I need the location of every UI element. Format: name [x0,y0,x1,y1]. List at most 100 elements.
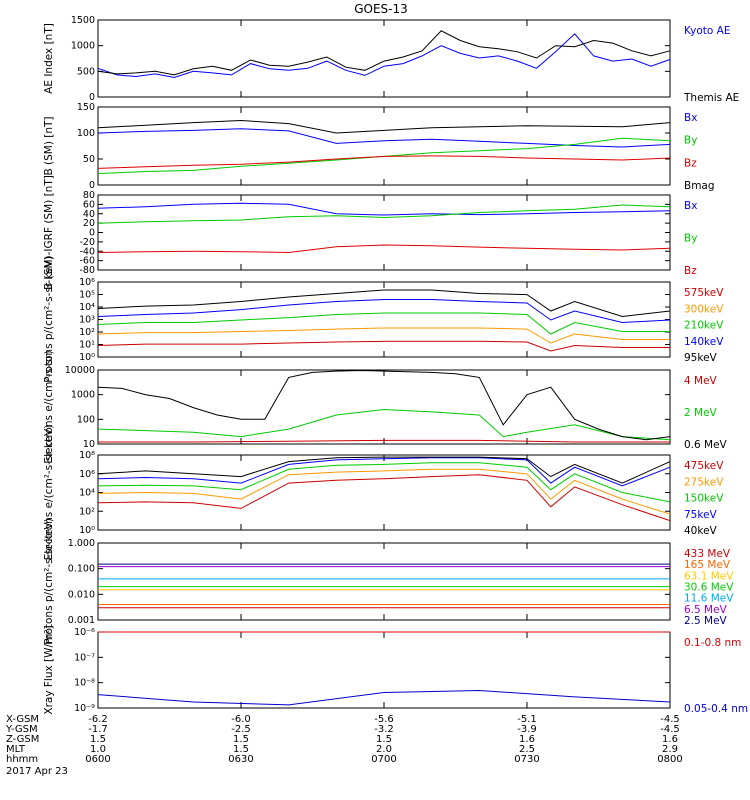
series-line-0-6-mev [97,369,671,441]
y-tick-label: 1000 [71,390,95,401]
series-line-475kev [97,474,671,522]
y-tick-label: 10⁵ [79,290,95,301]
axis-row-value: -4.5 [660,714,680,725]
y-tick-label: 500 [77,66,95,77]
y-axis-label: Protons p/(cm²-s-sr-keV) [43,256,55,383]
legend-label: 40keV [684,525,718,537]
legend-label: Bz [684,157,697,169]
legend-label: 0.1-0.8 nm [684,637,741,649]
legend-label: 140keV [684,336,724,348]
y-tick-label: 10⁴ [79,488,95,499]
panel-7: 0.001 0.010 0.100 1.000 Protons p/(cm²-s-sr-… [43,518,734,645]
y-axis-label: Protons p/(cm²-s-sr-keV) [43,518,55,645]
axis-row-value: 1.5 [233,744,249,755]
y-tick-label: 10⁶ [79,469,95,480]
y-tick-label: 0 [89,180,95,191]
series-line-kyoto-ae [97,33,671,79]
y-tick-label: 10² [79,327,95,338]
y-axis-label: B (SM) [nT] [43,116,55,175]
legend-label: Themis AE [683,92,739,104]
legend-label: 0.6 MeV [684,439,728,451]
series-line-75kev [97,457,671,487]
axis-row-label: hhmm [6,754,38,765]
axis-row-value: -5.1 [517,714,537,725]
axis-row-value: 2.9 [662,744,678,755]
series-line-275kev [97,468,671,515]
legend-label: 575keV [684,287,724,299]
axis-row-value: 0600 [85,754,110,765]
y-tick-label: -40 [79,246,95,257]
legend-label: By [684,135,697,147]
panel-frame [97,454,671,531]
axis-row-value: -6.2 [88,714,108,725]
panel-frame [97,542,671,621]
axis-row-label: MLT [6,744,26,755]
axis-row-value: -5.6 [374,714,394,725]
y-tick-label: 10⁴ [79,302,95,313]
y-tick-label: 10² [79,506,95,517]
series-line-by [97,204,671,224]
axis-row-label: Z-GSM [6,734,39,745]
axis-row-value: 0800 [657,754,682,765]
y-tick-label: 20 [83,218,95,229]
series-line-bz [97,244,671,254]
series-line-150kev [97,462,671,503]
y-tick-label: 40 [83,209,95,220]
axis-row-value: 2.0 [376,744,392,755]
series-line-210kev [97,312,670,335]
legend-label: 95keV [684,352,718,364]
legend-label: 75keV [684,509,718,521]
series-line-95kev [97,289,671,318]
legend-label: 275keV [684,476,724,488]
panel-8: 10⁻⁹ 10⁻⁸ 10⁻⁷ 10⁻⁶ Xray Flux [W/m²] 0.1-0.8 … [43,625,748,715]
y-tick-label: 10⁰ [79,525,95,536]
series-line-themis-ae [97,30,671,76]
legend-label: 63.1 MeV [684,570,734,582]
panel-frame [97,369,671,445]
legend-label: Bmag [684,180,715,192]
axis-row-label: Y-GSM [5,724,38,735]
series-line-0-05-0-4-nm [97,689,671,706]
axis-row-value: 0730 [514,754,539,765]
axis-row-value: 2.5 [519,744,535,755]
axis-row-value: -4.5 [660,724,680,735]
y-tick-label: 10⁻⁶ [74,627,95,638]
y-tick-label: 10⁶ [79,277,95,288]
y-tick-label: 60 [83,199,95,210]
axis-row-value: 0630 [228,754,253,765]
axis-row-value: 0700 [371,754,396,765]
axis-row-label: X-GSM [6,714,39,725]
y-tick-label: 150 [77,102,95,113]
legend-label: 210keV [684,320,724,332]
y-tick-label: 0.100 [68,564,95,575]
series-line-40kev [97,456,671,484]
legend-label: 433 MeV [684,548,731,560]
legend-label: 4 MeV [684,375,718,387]
y-axis-label: B (SM)-IGRF (SM) [nT] [43,175,55,290]
legend-label: Kyoto AE [684,25,730,37]
y-tick-label: 0.010 [68,589,95,600]
axis-row-value: -6.0 [231,714,251,725]
panel-1: 0 500 1000 1500 AE Index [nT] Kyoto AE Themis … [43,15,739,104]
y-tick-label: 10000 [65,365,95,376]
legend-label: 165 MeV [684,559,731,571]
legend-label: Bx [684,200,697,212]
y-tick-label: 0.001 [68,615,95,626]
legend-label: 2.5 MeV [684,615,728,627]
legend-label: 30.6 MeV [684,582,734,594]
y-tick-label: 10¹ [79,340,95,351]
legend-label: Bz [684,265,697,277]
y-axis-label: AE Index [nT] [43,23,55,94]
series-line-4-mev [98,439,670,443]
legend-label: 300keV [684,303,724,315]
y-tick-label: 10³ [79,315,95,326]
panel-frame [97,631,671,709]
y-tick-label: -60 [79,256,95,267]
series-line-bx [97,202,671,216]
y-tick-label: 10⁻⁹ [74,703,95,714]
y-tick-label: 80 [83,190,95,201]
series-line-140kev [97,299,671,324]
series-line-300kev [97,327,670,344]
y-tick-label: 1500 [71,15,95,26]
